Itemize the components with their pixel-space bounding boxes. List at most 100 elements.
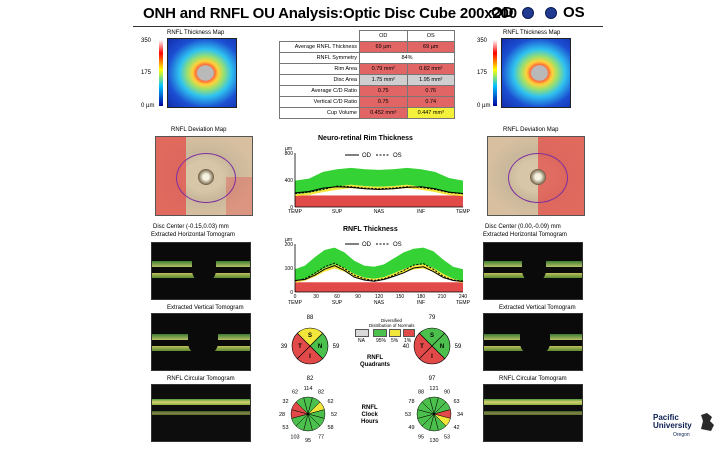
borderline-band	[295, 264, 463, 283]
clock-label: RNFL Clock Hours	[361, 405, 378, 426]
legend-od-label: OD	[362, 242, 372, 248]
legend-95: 95%	[376, 338, 387, 344]
clock-value: 62	[327, 399, 333, 405]
series-line-os	[294, 185, 464, 195]
report-header: ONH and RNFL OU Analysis:Optic Disc Cube…	[133, 0, 603, 28]
od-value: 0.75	[359, 85, 408, 97]
clock-value: 52	[331, 412, 337, 418]
logo-line1: Pacific	[653, 413, 679, 422]
os-value: 1.95 mm²	[406, 74, 455, 86]
os-thickness-map-title: RNFL Thickness Map	[503, 30, 561, 36]
quadrant-value: 59	[455, 344, 462, 350]
x-tick-label: 150	[396, 294, 405, 300]
table-row: RNFL Symmetry 84%	[279, 52, 455, 64]
clock-value: 32	[282, 399, 288, 405]
quadrant-sector	[413, 332, 433, 360]
quadrant-letter: N	[440, 344, 444, 350]
x-tick-label: TEMP	[288, 209, 303, 215]
quadrant-letter: S	[430, 333, 434, 339]
row-label: Rim Area	[279, 63, 360, 75]
clock-value: 103	[290, 435, 299, 441]
os-deviation-map	[487, 136, 585, 216]
os-disc-center: Disc Center (0.00,-0.09) mm	[485, 224, 561, 230]
disc-cup	[192, 257, 216, 283]
x-category-label: TEMP	[456, 300, 471, 306]
clock-value: 53	[405, 412, 411, 418]
legend-na: NA	[358, 338, 365, 344]
od-value: 1.75 mm²	[359, 74, 408, 86]
x-tick-label: SUP	[332, 209, 343, 215]
os-value: 0.76	[406, 85, 455, 97]
rnfl-chart-title: RNFL Thickness	[343, 226, 398, 233]
od-circular-tomogram-title: RNFL Circular Tomogram	[167, 376, 235, 382]
x-tick-label: 180	[417, 294, 426, 300]
normal-range-band	[295, 167, 463, 195]
od-thickness-map-title: RNFL Thickness Map	[167, 30, 225, 36]
x-tick-label: 90	[355, 294, 361, 300]
y-tick-label: 200	[285, 242, 294, 248]
os-value: 69 µm	[406, 41, 455, 53]
logo-line2: University	[653, 421, 692, 430]
table-row: Average C/D Ratio 0.75 0.76	[279, 85, 455, 97]
row-label: Vertical C/D Ratio	[279, 96, 360, 108]
quadrant-letter: S	[308, 333, 312, 339]
os-value: 0.74	[406, 96, 455, 108]
os-scale-max: 350	[477, 38, 488, 44]
os-vertical-tomogram	[483, 313, 583, 371]
disc-cup	[188, 330, 218, 356]
legend-swatch-na	[355, 329, 369, 337]
clock-value: 53	[444, 435, 450, 441]
series-line-od	[294, 265, 464, 282]
series-line-od	[294, 186, 464, 194]
y-axis-unit: µm	[285, 146, 292, 152]
os-scale-mid: 175	[477, 70, 488, 76]
rnfl-band	[152, 411, 250, 415]
legend-swatch-yellow	[389, 329, 401, 337]
clock-value: 28	[279, 412, 285, 418]
clock-value: 82	[318, 389, 324, 395]
clock-value: 63	[453, 399, 459, 405]
od-scale-mid: 175	[141, 70, 152, 76]
rnfl-band	[484, 399, 582, 405]
od-vertical-tomogram-title: Extracted Vertical Tomogram	[167, 305, 244, 311]
clock-value: 58	[327, 425, 333, 431]
y-tick-label: 0	[290, 205, 293, 211]
quadrant-letter: I	[431, 354, 433, 360]
legend-od-label: OD	[362, 153, 372, 159]
row-label: Disc Area	[279, 74, 360, 86]
legend-os-label: OS	[393, 153, 402, 159]
x-tick-label: 210	[438, 294, 447, 300]
clock-value: 121	[429, 386, 438, 392]
os-horizontal-tomogram	[483, 242, 583, 300]
clock-label-text: RNFL Clock Hours	[361, 405, 379, 425]
x-tick-label: 60	[334, 294, 340, 300]
quadrant-value: 88	[307, 315, 314, 321]
quadrant-letter: I	[309, 354, 311, 360]
clock-value: 77	[318, 435, 324, 441]
x-tick-label: NAS	[374, 209, 385, 215]
legend-swatch-green	[373, 329, 387, 337]
y-tick-label: 400	[285, 178, 294, 184]
table-header-row: OD OS	[279, 30, 455, 42]
od-color-scale	[159, 40, 163, 106]
od-vertical-tomogram	[151, 313, 251, 371]
clock-value: 95	[305, 438, 311, 444]
quadrant-value: 39	[281, 344, 288, 350]
normal-range-band	[295, 247, 463, 282]
od-value: 69 µm	[359, 41, 408, 53]
od-deviation-map-title: RNFL Deviation Map	[171, 127, 227, 133]
report-title: ONH and RNFL OU Analysis:Optic Disc Cube…	[143, 5, 517, 22]
row-label: Cup Volume	[279, 107, 360, 119]
table-row: Vertical C/D Ratio 0.75 0.74	[279, 96, 455, 108]
os-label: OS	[563, 4, 585, 21]
table-row: Average RNFL Thickness 69 µm 69 µm	[279, 41, 455, 53]
legend-diversified: Diversified	[381, 318, 403, 323]
os-circular-tomogram-title: RNFL Circular Tomogram	[499, 376, 567, 382]
x-category-label: SUP	[332, 300, 343, 306]
legend-os-label: OS	[393, 242, 402, 248]
od-horizontal-tomogram-title: Extracted Horizontal Tomogram	[151, 232, 235, 238]
row-label: Average C/D Ratio	[279, 85, 360, 97]
quadrant-value: 79	[429, 315, 436, 321]
